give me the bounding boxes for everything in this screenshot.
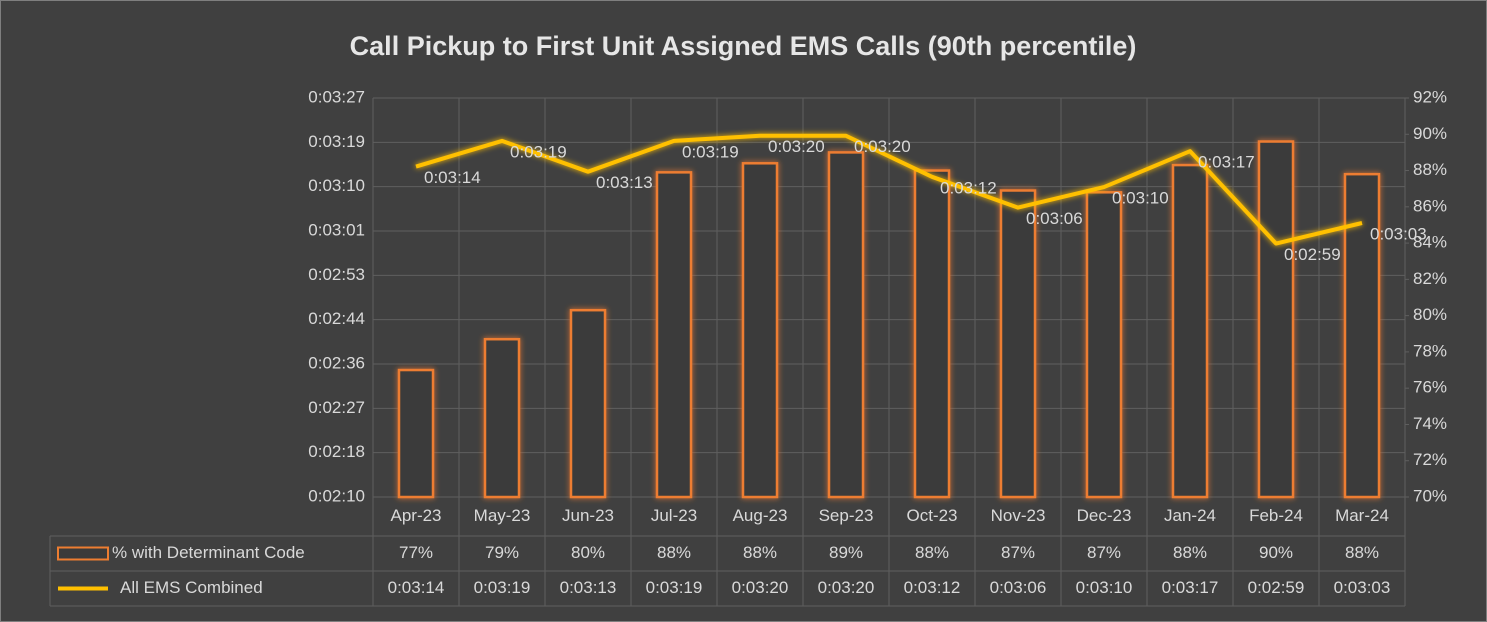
table-cell: 0:03:20 [818,578,875,597]
legend-label: % with Determinant Code [112,543,305,562]
x-tick-label: Nov-23 [991,506,1046,525]
data-label: 0:03:14 [424,168,481,187]
table-cell: 88% [1173,543,1207,562]
data-label: 0:03:10 [1112,189,1169,208]
data-label: 0:03:12 [940,178,997,197]
table-cell: 80% [571,543,605,562]
x-tick-label: Mar-24 [1335,506,1389,525]
bar [397,368,435,499]
bar [1343,172,1381,499]
table-cell: 88% [915,543,949,562]
legend-key [57,546,109,561]
x-tick-label: Oct-23 [906,506,957,525]
table-cell: 88% [743,543,777,562]
y2-tick-label: 80% [1413,305,1447,324]
data-label: 0:03:06 [1026,209,1083,228]
table-cell: 0:03:20 [732,578,789,597]
bar [913,169,951,499]
data-label: 0:03:19 [510,142,567,161]
x-tick-label: Aug-23 [733,506,788,525]
data-label: 0:03:03 [1370,224,1427,243]
table-cell: 89% [829,543,863,562]
y2-tick-label: 82% [1413,269,1447,288]
bar [1171,163,1209,499]
x-tick-label: Jun-23 [562,506,614,525]
table-cell: 0:03:19 [646,578,703,597]
y2-tick-label: 70% [1413,486,1447,505]
y2-tick-label: 88% [1413,160,1447,179]
y-tick-label: 0:02:10 [308,486,365,505]
line [415,133,1363,246]
bar [827,151,865,499]
legend-label: All EMS Combined [120,578,263,597]
table-cell: 90% [1259,543,1293,562]
x-tick-label: Jan-24 [1164,506,1216,525]
x-tick-label: Jul-23 [651,506,697,525]
y-tick-label: 0:03:27 [308,87,365,106]
y2-tick-label: 76% [1413,378,1447,397]
table-cell: 0:03:13 [560,578,617,597]
bar [1085,191,1123,499]
y-tick-label: 0:03:10 [308,176,365,195]
table-cell: 87% [1001,543,1035,562]
data-label: 0:03:19 [682,142,739,161]
table-cell: 88% [657,543,691,562]
table-cell: 0:03:03 [1334,578,1391,597]
table-cell: 88% [1345,543,1379,562]
bar [569,308,607,499]
x-tick-label: Sep-23 [819,506,874,525]
table-cell: 0:02:59 [1248,578,1305,597]
y-tick-label: 0:02:44 [308,309,365,328]
y2-tick-label: 90% [1413,124,1447,143]
table-cell: 0:03:10 [1076,578,1133,597]
table-cell: 0:03:19 [474,578,531,597]
data-label: 0:03:20 [768,137,825,156]
data-label: 0:03:13 [596,173,653,192]
data-label: 0:02:59 [1284,245,1341,264]
table-cell: 77% [399,543,433,562]
table-cell: 79% [485,543,519,562]
y2-tick-label: 78% [1413,341,1447,360]
x-tick-label: Apr-23 [390,506,441,525]
table-cell: 0:03:06 [990,578,1047,597]
y-tick-label: 0:03:01 [308,220,365,239]
data-label: 0:03:17 [1198,153,1255,172]
bar [655,171,693,499]
table-cell: 0:03:14 [388,578,445,597]
data-label: 0:03:20 [854,137,911,156]
y2-tick-label: 84% [1413,233,1447,252]
y2-tick-label: 86% [1413,196,1447,215]
bar [741,162,779,499]
y2-tick-label: 72% [1413,450,1447,469]
table-cell: 0:03:12 [904,578,961,597]
bar [1257,140,1295,499]
x-tick-label: May-23 [474,506,531,525]
y-tick-label: 0:02:18 [308,442,365,461]
x-tick-label: Dec-23 [1077,506,1132,525]
y-tick-label: 0:02:53 [308,265,365,284]
x-tick-label: Feb-24 [1249,506,1303,525]
bar [999,189,1037,499]
chart-title: Call Pickup to First Unit Assigned EMS C… [350,31,1137,61]
y-tick-label: 0:02:27 [308,398,365,417]
y-tick-label: 0:03:19 [308,132,365,151]
table-cell: 0:03:17 [1162,578,1219,597]
table-cell: 87% [1087,543,1121,562]
y-tick-label: 0:02:36 [308,353,365,372]
y2-tick-label: 74% [1413,414,1447,433]
y2-tick-label: 92% [1413,87,1447,106]
bar [483,337,521,499]
